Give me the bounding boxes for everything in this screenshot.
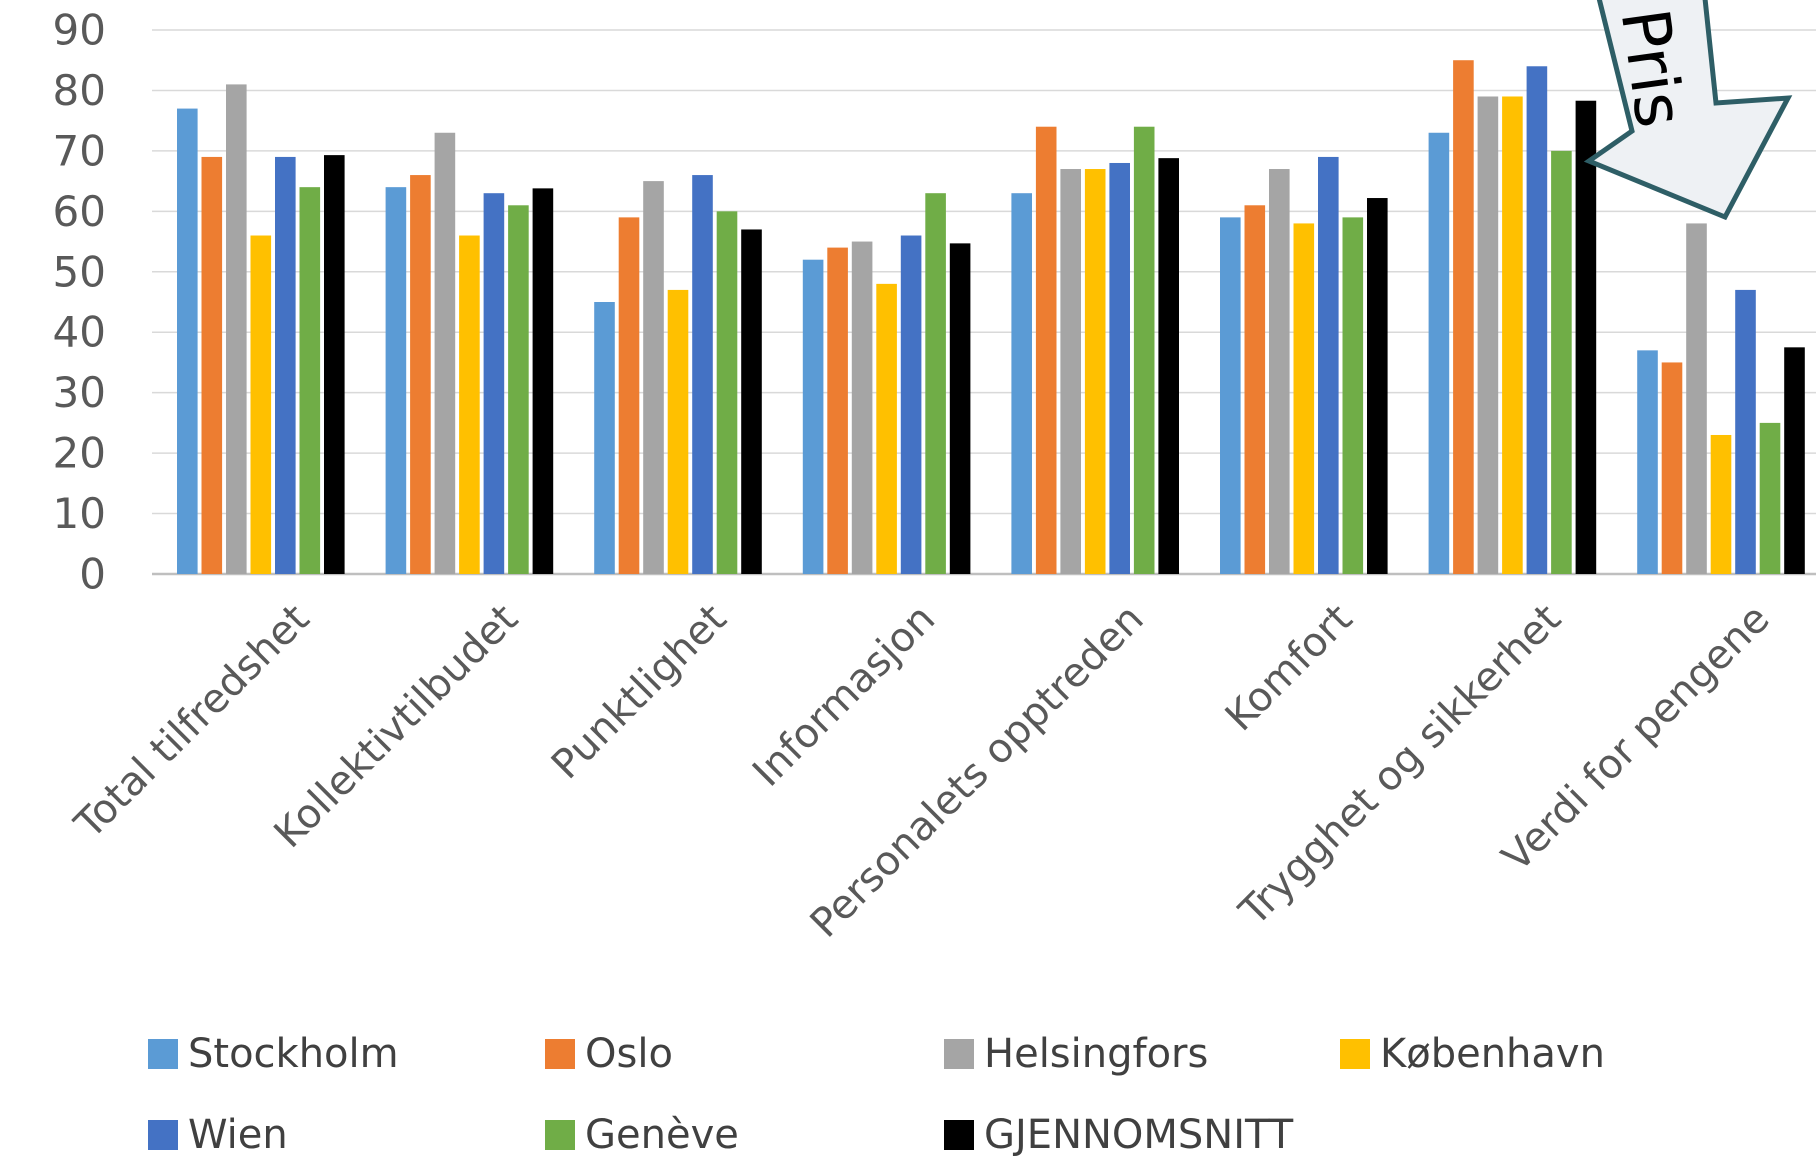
bar (299, 187, 321, 574)
bar (324, 155, 345, 574)
legend-label: Wien (188, 1112, 288, 1156)
legend: Stockholm Oslo Helsingfors København Wien Gen… (148, 1031, 1605, 1156)
y-tick-label: 10 (53, 489, 106, 538)
bar (1735, 289, 1756, 574)
bar (692, 175, 713, 575)
legend-swatch (148, 1120, 178, 1150)
bar (1109, 162, 1130, 574)
bar (1342, 217, 1364, 574)
bar (1502, 96, 1523, 574)
bar (900, 235, 922, 574)
bar (1318, 156, 1339, 574)
legend-label: GJENNOMSNITT (984, 1112, 1294, 1156)
bar (618, 217, 640, 574)
bar (643, 181, 664, 574)
bar (275, 156, 296, 574)
legend-swatch (944, 1120, 974, 1150)
bar (1428, 132, 1450, 574)
bar (594, 302, 615, 574)
bar (483, 193, 505, 574)
bar (1133, 126, 1155, 574)
bar (1784, 347, 1805, 574)
bars (177, 60, 1805, 575)
y-tick-label: 20 (53, 429, 106, 478)
legend-label: Stockholm (188, 1031, 399, 1077)
bar (667, 289, 689, 574)
bar (1060, 169, 1081, 574)
x-tick-label: Komfort (1217, 596, 1362, 741)
bar (459, 235, 480, 574)
bar (226, 84, 247, 575)
bar (1244, 205, 1266, 575)
bar (1158, 158, 1179, 575)
bar (1575, 100, 1597, 574)
bar (177, 108, 198, 575)
bar (1293, 223, 1315, 574)
y-tick-label: 60 (53, 187, 106, 236)
bar (876, 283, 897, 574)
bar (1661, 362, 1683, 574)
x-tick-label: Informasjon (744, 596, 944, 796)
bar (1011, 193, 1032, 574)
bar (1686, 223, 1707, 574)
bar (925, 193, 946, 574)
pris-label: Pris (1606, 4, 1699, 132)
bar (532, 188, 554, 574)
y-tick-label: 90 (53, 6, 106, 55)
legend-swatch (944, 1039, 974, 1069)
pris-arrow-shape (1583, 0, 1793, 221)
bar (1477, 96, 1499, 574)
bar (851, 241, 873, 575)
legend-label: Genève (585, 1112, 739, 1156)
y-tick-label: 80 (53, 66, 106, 115)
bar (385, 187, 407, 574)
pris-callout: Pris (1583, 0, 1793, 221)
bar (1637, 350, 1658, 574)
bar (1084, 169, 1106, 574)
bar (1551, 150, 1572, 574)
bar (1453, 60, 1474, 574)
x-tick-label: Personalets opptreden (802, 596, 1153, 947)
bar (1367, 198, 1388, 574)
legend-swatch (545, 1039, 575, 1069)
bar (434, 132, 456, 574)
y-axis: 0 10 20 30 40 50 60 70 80 90 (53, 6, 106, 599)
bar (716, 211, 738, 575)
bar (1035, 126, 1057, 574)
y-tick-label: 40 (53, 308, 106, 357)
y-tick-label: 0 (79, 550, 106, 599)
bar (802, 259, 824, 574)
bar (508, 205, 529, 575)
bar (1710, 434, 1732, 574)
legend-swatch (148, 1039, 178, 1069)
y-tick-label: 30 (53, 368, 106, 417)
legend-label: København (1380, 1031, 1605, 1077)
legend-label: Oslo (585, 1031, 673, 1077)
legend-swatch (1340, 1039, 1370, 1069)
bar (410, 175, 431, 575)
legend-label: Helsingfors (984, 1031, 1208, 1077)
y-tick-label: 70 (53, 126, 106, 175)
bar (827, 247, 848, 574)
bar (1526, 66, 1548, 575)
bar (250, 235, 272, 574)
y-tick-label: 50 (53, 247, 106, 296)
bar (949, 243, 971, 574)
bar (741, 229, 762, 574)
bar (201, 156, 223, 574)
bar (1220, 217, 1241, 574)
bar (1759, 422, 1781, 574)
legend-swatch (545, 1120, 575, 1150)
bar (1269, 169, 1290, 574)
x-tick-label: Punktlighet (543, 596, 735, 788)
